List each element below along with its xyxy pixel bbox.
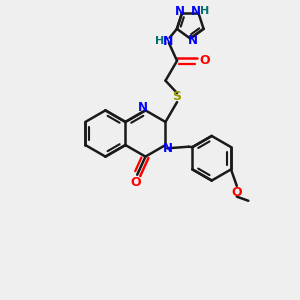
Text: H: H xyxy=(155,36,164,46)
Text: N: N xyxy=(163,142,173,155)
Text: O: O xyxy=(232,186,242,199)
Text: N: N xyxy=(163,34,173,47)
Text: O: O xyxy=(199,54,210,67)
Text: N: N xyxy=(138,100,148,114)
Text: N: N xyxy=(175,5,185,18)
Text: H: H xyxy=(200,6,209,16)
Text: O: O xyxy=(130,176,141,189)
Text: S: S xyxy=(172,90,182,103)
Text: N: N xyxy=(188,34,198,47)
Text: N: N xyxy=(191,5,201,18)
